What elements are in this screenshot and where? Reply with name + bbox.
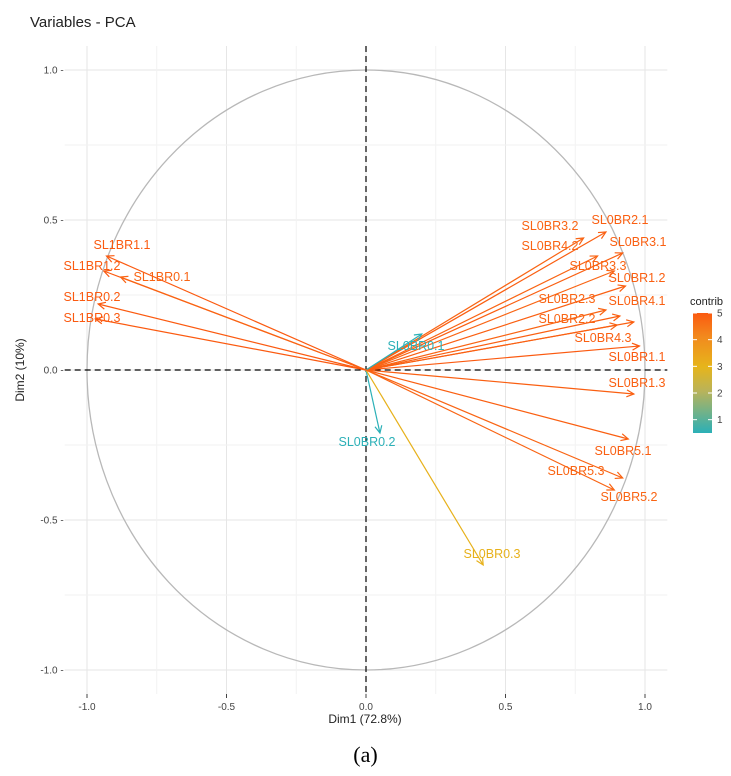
arrow-SL0BR0.2 <box>365 369 381 434</box>
legend-tick-label: 4 <box>717 335 723 346</box>
variable-label: SL0BR4.2 <box>522 239 579 253</box>
arrow-SL0BR1.3 <box>365 369 634 395</box>
variable-label: SL0BR5.3 <box>548 464 605 478</box>
arrowhead-SL1BR0.3 <box>94 316 104 325</box>
legend-tick-label: 3 <box>717 362 723 373</box>
arrow-SL0BR4.2 <box>365 255 598 371</box>
y-tick-label: 1.0 - <box>44 66 64 77</box>
arrowhead-SL1BR0.2 <box>96 301 107 310</box>
x-tick-label: -0.5 <box>218 702 236 713</box>
arrow-SL0BR1.2 <box>365 285 626 371</box>
x-tick-label: 0.0 <box>359 702 373 713</box>
arrowhead-SL1BR1.1 <box>105 255 115 263</box>
variable-label: SL0BR5.1 <box>595 444 652 458</box>
arrow-SL1BR0.1 <box>120 276 367 371</box>
arrow-SL1BR0.2 <box>98 303 367 371</box>
variable-label: SL0BR4.1 <box>609 294 666 308</box>
variable-label: SL1BR0.1 <box>134 270 191 284</box>
x-axis-ticks: -1.0 -0.5 0.0 0.5 1.0 <box>78 694 652 713</box>
variable-label: SL0BR2.3 <box>539 292 596 306</box>
arrowhead-SL0BR5.1 <box>620 433 630 442</box>
variable-label: SL0BR5.2 <box>601 490 658 504</box>
variable-label: SL0BR3.3 <box>570 259 627 273</box>
arrow-SL0BR2.1 <box>365 231 607 371</box>
arrowhead-SL0BR0.2 <box>374 425 383 435</box>
arrow-SL0BR1.1 <box>365 345 640 371</box>
variable-label: SL0BR2.1 <box>592 213 649 227</box>
arrowhead-SL1BR0.1 <box>119 275 129 284</box>
legend: contrib 1 2 3 4 5 <box>690 296 723 433</box>
variable-label: SL1BR1.1 <box>94 238 151 252</box>
variable-label: SL0BR0.3 <box>464 547 521 561</box>
arrowhead-SL0BR4.2 <box>589 255 599 263</box>
y-tick-label: 0.5 - <box>44 216 64 227</box>
arrowhead-SL0BR1.3 <box>626 389 636 398</box>
chart-title: Variables - PCA <box>30 14 136 31</box>
arrow-SL0BR5.1 <box>365 369 629 440</box>
arrowhead-SL0BR2.3 <box>597 307 608 316</box>
variable-label: SL0BR3.2 <box>522 219 579 233</box>
variable-label: SL0BR3.1 <box>610 235 667 249</box>
figure-caption: (a) <box>353 742 378 767</box>
legend-ticks: 1 2 3 4 5 <box>693 309 723 426</box>
legend-colorbar <box>693 313 712 433</box>
plot-panel <box>63 40 667 695</box>
variable-label: SL0BR0.1 <box>388 339 445 353</box>
variable-labels: SL1BR1.1 SL1BR1.2 SL1BR0.1 SL1BR0.2 SL1BR0.3… <box>64 213 667 561</box>
arrowhead-SL0BR1.2 <box>617 284 627 292</box>
y-axis-ticks: -1.0 - -0.5 - 0.0 - 0.5 - 1.0 - <box>40 66 63 677</box>
legend-tick-label: 5 <box>717 309 723 320</box>
arrow-SL0BR4.1 <box>365 315 621 371</box>
x-tick-label: 0.5 <box>499 702 513 713</box>
arrowhead-SL0BR5.2 <box>606 483 616 491</box>
y-tick-label: 0.0 - <box>44 366 64 377</box>
arrow-SL0BR3.3 <box>365 270 615 371</box>
arrow-SL0BR5.3 <box>365 369 623 479</box>
arrowhead-SL0BR0.1 <box>413 333 423 342</box>
arrow-SL0BR0.1 <box>365 333 423 371</box>
arrow-SL0BR2.3 <box>365 309 607 371</box>
arrowhead-SL0BR1.1 <box>631 342 641 351</box>
variable-arrows <box>94 231 641 567</box>
legend-title: contrib <box>690 296 723 308</box>
legend-tick-label: 2 <box>717 389 723 400</box>
arrowhead-SL0BR5.3 <box>614 471 624 480</box>
arrowhead-SL0BR3.2 <box>575 237 585 246</box>
variable-label: SL0BR1.2 <box>609 271 666 285</box>
arrowhead-SL0BR4.3 <box>625 319 636 328</box>
arrow-SL0BR3.1 <box>365 252 623 371</box>
arrowhead-SL0BR0.3 <box>476 556 484 567</box>
variable-label: SL0BR1.1 <box>609 350 666 364</box>
variable-label: SL0BR4.3 <box>575 331 632 345</box>
arrowhead-SL1BR1.2 <box>102 269 112 278</box>
arrowhead-SL0BR3.1 <box>614 252 624 260</box>
arrow-SL0BR4.3 <box>365 321 634 371</box>
arrowhead-SL0BR3.3 <box>606 269 616 278</box>
y-axis-title: Dim2 (10%) <box>13 338 27 401</box>
variable-label: SL1BR1.2 <box>64 259 121 273</box>
arrow-SL0BR5.2 <box>365 369 615 491</box>
arrow-SL0BR3.2 <box>365 237 584 371</box>
arrowhead-SL0BR2.1 <box>597 231 608 239</box>
x-axis-title: Dim1 (72.8%) <box>328 712 401 726</box>
arrow-SL1BR0.3 <box>95 318 367 371</box>
x-tick-label: 1.0 <box>638 702 652 713</box>
pca-chart: SL1BR1.1 SL1BR1.2 SL1BR0.1 SL1BR0.2 SL1BR0.3… <box>13 40 724 726</box>
x-tick-label: -1.0 <box>78 702 96 713</box>
y-tick-label: -1.0 - <box>40 666 63 677</box>
arrow-SL1BR1.1 <box>106 255 367 371</box>
legend-tick-label: 1 <box>717 415 723 426</box>
variable-label: SL1BR0.3 <box>64 311 121 325</box>
y-tick-label: -0.5 - <box>40 516 63 527</box>
variable-label: SL0BR1.3 <box>609 376 666 390</box>
variable-label: SL1BR0.2 <box>64 290 121 304</box>
arrow-SL0BR0.3 <box>365 369 484 566</box>
variable-label: SL0BR2.2 <box>539 312 596 326</box>
arrowhead-SL0BR4.1 <box>611 313 622 322</box>
variable-label: SL0BR0.2 <box>339 435 396 449</box>
